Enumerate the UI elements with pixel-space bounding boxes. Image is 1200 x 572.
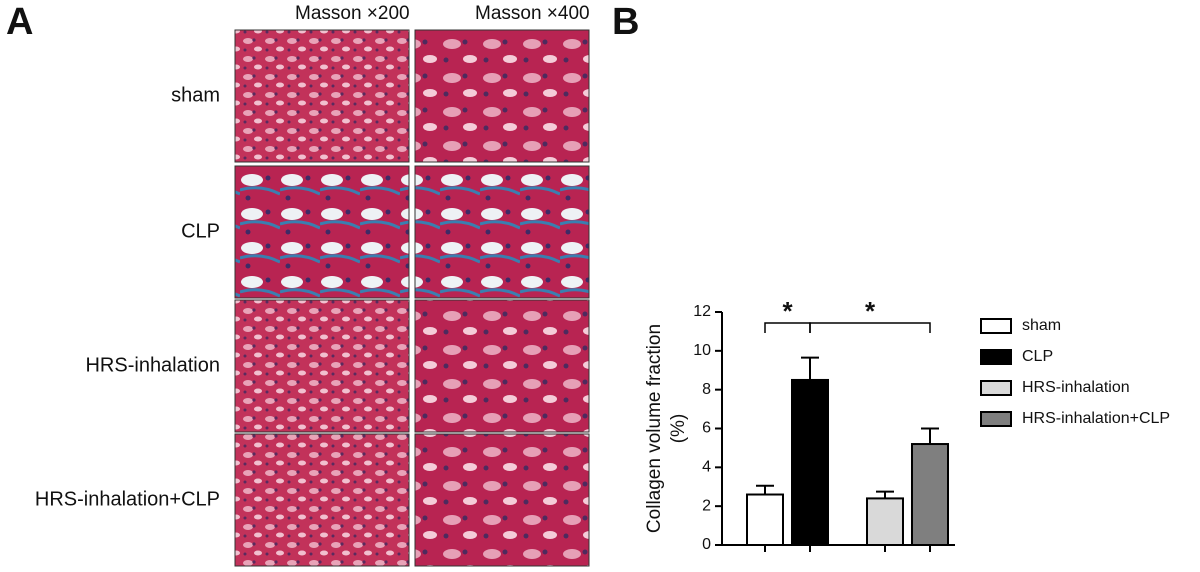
bar [791, 378, 829, 547]
significance-label: * [782, 296, 793, 326]
y-tick-label: 2 [702, 497, 711, 514]
panel-label: A [6, 1, 33, 43]
legend-swatch [980, 380, 1012, 396]
micrographs: Masson ×200 Masson ×400 sham CLP HRS-inhalat… [35, 3, 590, 567]
y-tick-label: 4 [702, 459, 711, 476]
micrograph [414, 299, 590, 433]
legend-label: HRS-inhalation [1022, 379, 1130, 396]
legend-label: sham [1022, 317, 1061, 334]
bar [866, 497, 904, 546]
legend-label: HRS-inhalation+CLP [1022, 410, 1170, 427]
legend-swatch [980, 349, 1012, 365]
column-header: Masson ×200 [295, 3, 410, 24]
micrograph [414, 433, 590, 567]
row-label: HRS-inhalation+CLP [35, 488, 220, 510]
micrograph [234, 165, 410, 299]
bar-chart: 0 2 4 6 8 10 12 Collagen volume fraction (%) sham… [644, 296, 1170, 553]
bar [911, 443, 949, 546]
micrograph [414, 165, 590, 299]
row-label: CLP [181, 220, 220, 242]
micrograph [234, 433, 410, 567]
y-tick-label: 0 [702, 536, 711, 553]
row-label: HRS-inhalation [85, 354, 220, 376]
y-tick-label: 12 [693, 303, 711, 320]
micrograph [414, 29, 590, 163]
panel-label: B [612, 1, 639, 43]
micrograph [234, 29, 410, 163]
legend-swatch [980, 411, 1012, 427]
significance-label: * [865, 296, 876, 326]
legend-swatch [980, 318, 1012, 334]
column-header: Masson ×400 [475, 3, 590, 24]
bar [746, 493, 784, 546]
y-tick-label: 10 [693, 342, 711, 359]
legend-label: CLP [1022, 348, 1053, 365]
y-axis-label: (%) [668, 414, 689, 444]
row-label: sham [171, 84, 220, 106]
y-tick-label: 6 [702, 420, 711, 437]
significance-bracket [809, 322, 931, 333]
y-tick-label: 8 [702, 381, 711, 398]
micrograph [234, 299, 410, 433]
y-axis-label: Collagen volume fraction [644, 324, 665, 533]
